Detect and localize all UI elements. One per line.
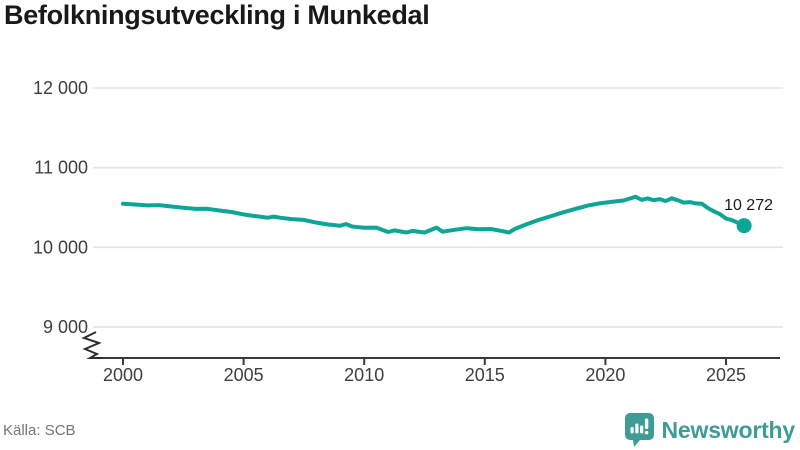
y-tick-label: 12 000 — [33, 78, 88, 98]
y-tick-label: 9 000 — [43, 317, 88, 337]
axis-break-icon — [81, 331, 103, 359]
y-tick-label: 11 000 — [34, 158, 88, 178]
newsworthy-wordmark: Newsworthy — [661, 416, 796, 443]
newsworthy-icon — [624, 412, 654, 447]
end-point-marker — [736, 218, 752, 234]
x-tick-label: 2020 — [585, 365, 625, 385]
y-tick-label: 10 000 — [33, 237, 88, 257]
x-tick-label: 2000 — [103, 365, 143, 385]
latest-value-label: 10 272 — [724, 197, 773, 214]
population-line — [121, 194, 747, 235]
population-line-chart: 9 000 10 000 11 000 12 000 2000 2005 2010 2015 2… — [33, 78, 783, 385]
x-tick-label: 2005 — [224, 365, 264, 385]
page-title: Befolkningsutveckling i Munkedal — [4, 0, 430, 30]
newsworthy-logo: Newsworthy — [624, 412, 795, 448]
x-tick-label: 2010 — [344, 365, 384, 385]
x-tick-label: 2015 — [465, 365, 505, 385]
chart-area: 9 000 10 000 11 000 12 000 2000 2005 2010 2015 2… — [0, 55, 800, 400]
source-label: Källa: SCB — [3, 422, 76, 439]
footer: Källa: SCB Newsworthy — [0, 408, 800, 450]
x-tick-label: 2025 — [706, 365, 746, 385]
